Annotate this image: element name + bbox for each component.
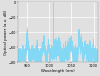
X-axis label: Wavelength (nm): Wavelength (nm) xyxy=(41,69,75,73)
Y-axis label: Optical power (a.u. dB): Optical power (a.u. dB) xyxy=(4,10,8,55)
